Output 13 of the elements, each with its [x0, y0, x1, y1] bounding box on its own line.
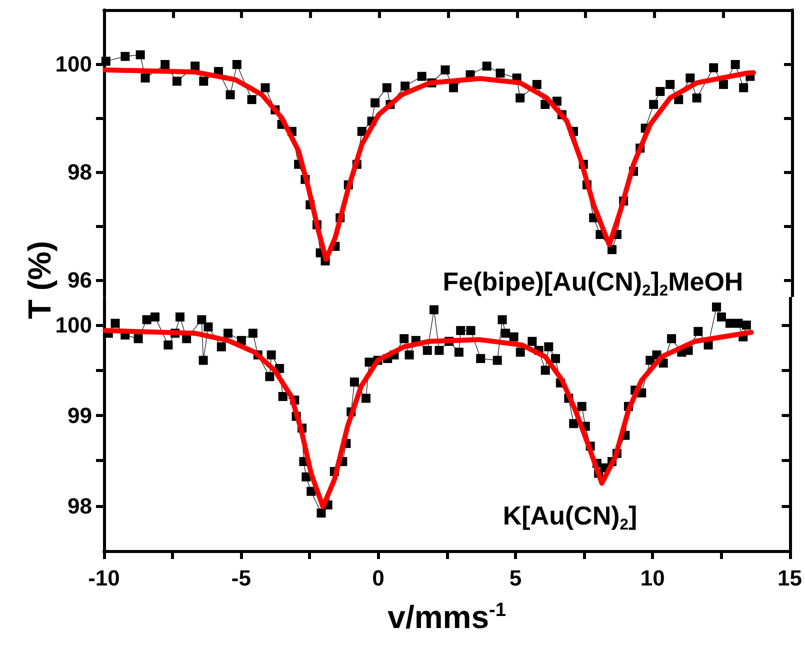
y-tick-label: 98 [68, 159, 92, 184]
y-axis-title: T (%) [22, 240, 58, 320]
x-tick-label: 15 [778, 566, 802, 590]
x-tick-label: 10 [640, 566, 665, 590]
x-tick-label: -5 [231, 566, 251, 590]
y-tick-label: 100 [55, 51, 92, 76]
y-tick-label: 96 [68, 267, 92, 292]
x-tick-label: 5 [509, 566, 522, 590]
y-tick-label: 98 [68, 493, 92, 518]
x-tick-label: -10 [88, 566, 120, 590]
y-tick-label: 99 [68, 402, 92, 428]
y-tick-label: 100 [55, 312, 92, 338]
x-tick-label: 0 [372, 566, 384, 590]
